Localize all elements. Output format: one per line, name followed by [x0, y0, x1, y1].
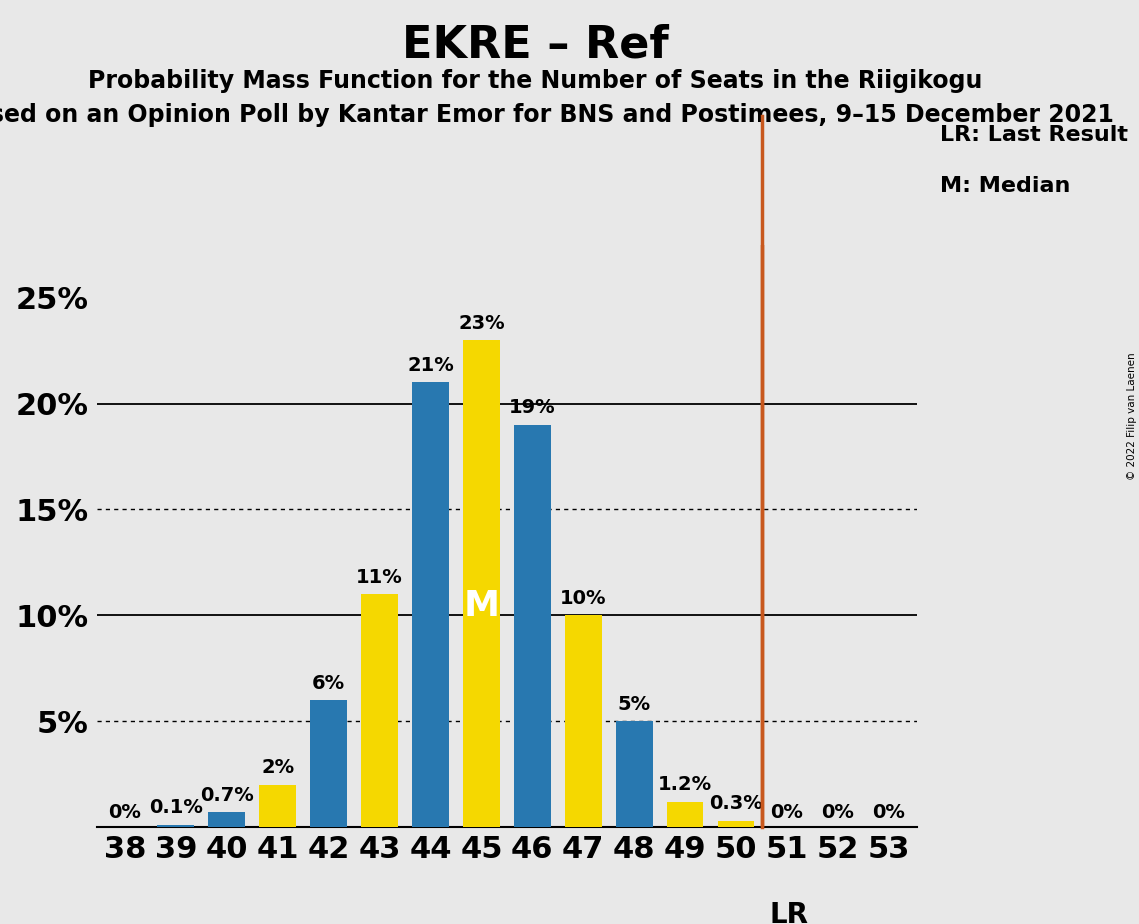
Text: 0%: 0%	[108, 803, 141, 821]
Text: 21%: 21%	[407, 356, 453, 375]
Text: 0%: 0%	[821, 803, 854, 821]
Text: M: M	[464, 589, 499, 623]
Text: 0.1%: 0.1%	[149, 798, 203, 818]
Text: 5%: 5%	[617, 695, 650, 713]
Text: Based on an Opinion Poll by Kantar Emor for BNS and Postimees, 9–15 December 202: Based on an Opinion Poll by Kantar Emor …	[0, 103, 1114, 128]
Bar	[412, 383, 449, 827]
Text: 2%: 2%	[261, 759, 294, 777]
Bar	[361, 594, 398, 827]
Text: © 2022 Filip van Laenen: © 2022 Filip van Laenen	[1126, 352, 1137, 480]
Text: LR: Last Result: LR: Last Result	[940, 125, 1128, 145]
Text: 10%: 10%	[560, 589, 606, 608]
Bar	[208, 812, 245, 827]
Bar	[157, 825, 194, 827]
Bar	[514, 425, 550, 827]
Bar	[718, 821, 754, 827]
Text: LR: LR	[769, 901, 809, 924]
Text: M: Median: M: Median	[940, 176, 1070, 196]
Text: EKRE – Ref: EKRE – Ref	[402, 23, 669, 67]
Text: 0.3%: 0.3%	[710, 795, 763, 813]
Text: 19%: 19%	[509, 398, 556, 418]
Text: 0.7%: 0.7%	[199, 785, 254, 805]
Text: 1.2%: 1.2%	[658, 775, 712, 794]
Text: 0%: 0%	[872, 803, 906, 821]
Bar	[565, 615, 601, 827]
Bar	[616, 721, 653, 827]
Bar	[310, 700, 347, 827]
Text: 23%: 23%	[458, 314, 505, 333]
Text: 0%: 0%	[771, 803, 803, 821]
Text: 11%: 11%	[357, 567, 403, 587]
Bar	[666, 802, 704, 827]
Text: 6%: 6%	[312, 674, 345, 693]
Text: Probability Mass Function for the Number of Seats in the Riigikogu: Probability Mass Function for the Number…	[88, 69, 983, 93]
Bar	[464, 340, 500, 827]
Bar	[260, 784, 296, 827]
